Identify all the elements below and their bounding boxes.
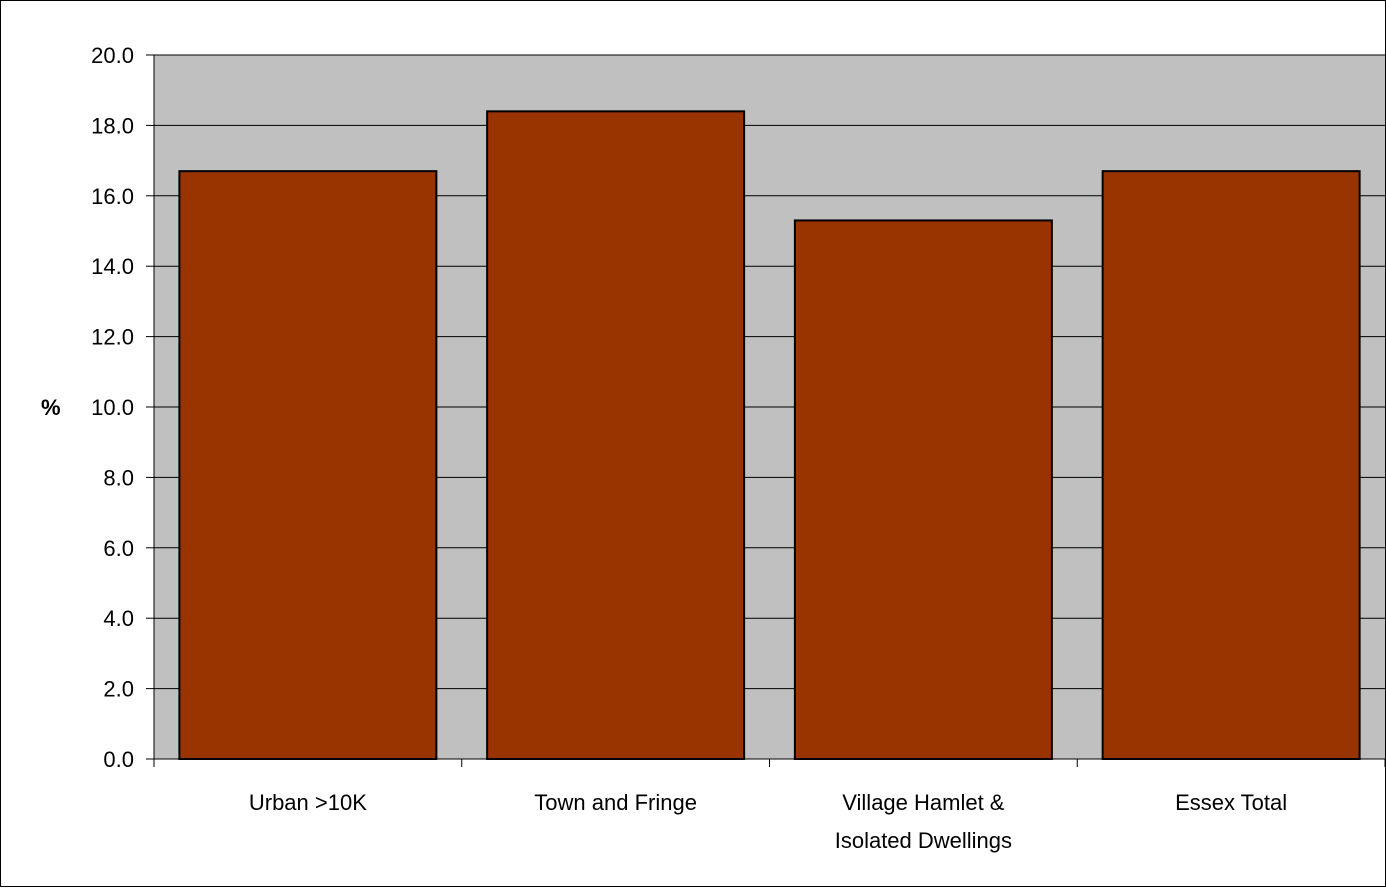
x-axis-ticks [153,759,1386,767]
y-tick-label: 10.0 [91,395,134,420]
y-axis-tick-labels: 0.0 2.0 4.0 6.0 8.0 10.0 12.0 14.0 16.0 18.0 20.0 [91,43,134,772]
bar [793,219,1053,760]
x-category-label: Essex Total [1175,790,1287,815]
x-category-label-line: Town and Fringe [534,790,697,815]
y-axis-title: % [41,395,61,420]
x-category-label: Village Hamlet & Isolated Dwellings [835,790,1012,853]
y-tick-label: 14.0 [91,254,134,279]
x-axis-category-labels: Urban >10K Town and Fringe Village Hamlet … [249,790,1287,853]
y-axis-ticks [146,54,154,760]
bars [178,110,1361,761]
y-tick-label: 4.0 [103,606,134,631]
x-category-label-line: Isolated Dwellings [835,828,1012,853]
y-tick-label: 12.0 [91,325,134,350]
bar [178,170,438,761]
x-category-label-line: Village Hamlet & [842,790,1005,815]
x-category-label-line: Urban >10K [249,790,367,815]
x-category-label: Urban >10K [249,790,367,815]
bar [1101,170,1361,761]
y-tick-label: 20.0 [91,43,134,68]
x-category-label-line: Essex Total [1175,790,1287,815]
bar [486,110,746,760]
y-tick-label: 8.0 [103,465,134,490]
y-tick-label: 16.0 [91,184,134,209]
y-tick-label: 0.0 [103,747,134,772]
y-tick-label: 6.0 [103,536,134,561]
y-tick-label: 18.0 [91,113,134,138]
x-category-label: Town and Fringe [534,790,697,815]
y-tick-label: 2.0 [103,677,134,702]
